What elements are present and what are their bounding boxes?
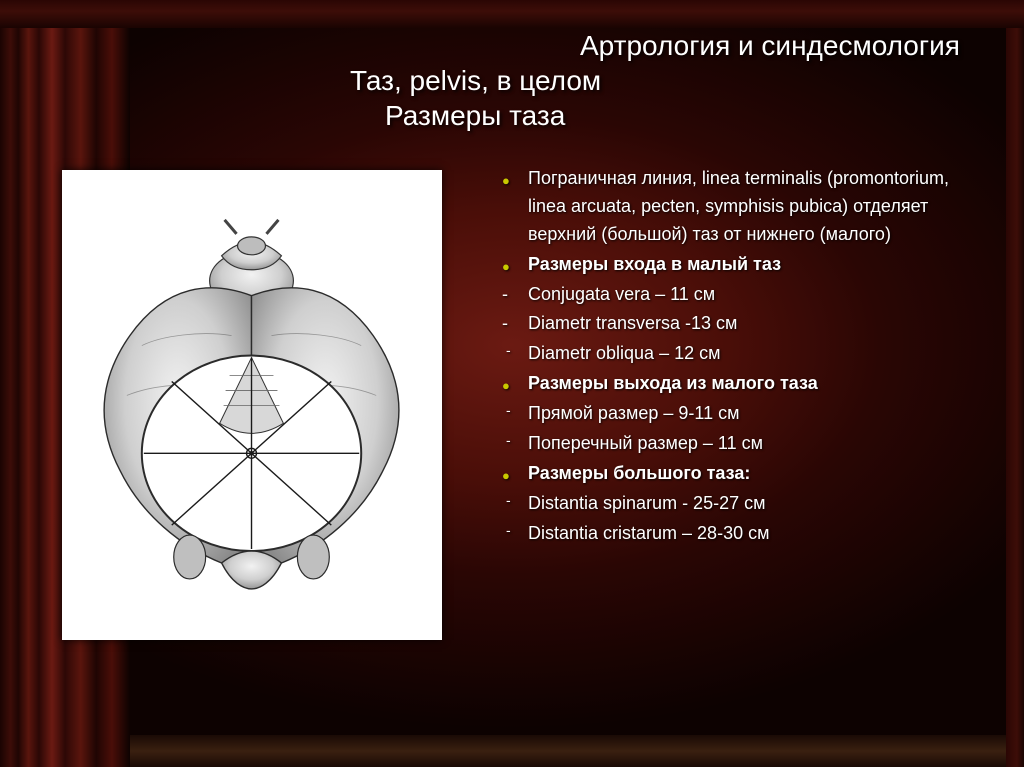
list-item: - Прямой размер – 9-11 см — [500, 400, 990, 428]
list-item: - Distantia cristarum – 28-30 см — [500, 520, 990, 548]
curtain-right — [1006, 0, 1024, 767]
list-item-text: Conjugata vera – 11 см — [528, 281, 990, 309]
list-item-text: Размеры входа в малый таз — [528, 251, 990, 279]
title-line-1: Артрология и синдесмология — [330, 28, 990, 63]
title-line-3: Размеры таза — [330, 98, 990, 133]
list-item-text: Размеры выхода из малого таза — [528, 370, 990, 398]
bullet-icon — [500, 370, 528, 398]
list-item: - Distantia spinarum - 25-27 см — [500, 490, 990, 518]
curtain-valance — [0, 0, 1024, 28]
list-item-text: Поперечный размер – 11 см — [528, 430, 990, 458]
list-item: Пограничная линия, linea terminalis (pro… — [500, 165, 990, 249]
dash-icon: - — [500, 281, 528, 309]
list-item: Размеры большого таза: — [500, 460, 990, 488]
list-item: Размеры выхода из малого таза — [500, 370, 990, 398]
list-item-text: Diametr obliqua – 12 см — [528, 340, 990, 368]
list-item: - Diametr obliqua – 12 см — [500, 340, 990, 368]
slide-stage: Артрология и синдесмология Таз, pelvis, … — [0, 0, 1024, 767]
list-item-text: Размеры большого таза: — [528, 460, 990, 488]
bullet-icon — [500, 460, 528, 488]
title-line-2: Таз, pelvis, в целом — [330, 63, 990, 98]
list-item-text: Diametr transversa -13 см — [528, 310, 990, 338]
dash-icon: - — [500, 490, 528, 512]
pelvis-figure — [62, 170, 442, 640]
content-list: Пограничная линия, linea terminalis (pro… — [500, 165, 990, 550]
list-item: - Diametr transversa -13 см — [500, 310, 990, 338]
dash-icon: - — [500, 340, 528, 362]
dash-icon: - — [500, 430, 528, 452]
list-item: - Conjugata vera – 11 см — [500, 281, 990, 309]
list-item-text: Distantia spinarum - 25-27 см — [528, 490, 990, 518]
list-item-text: Distantia cristarum – 28-30 см — [528, 520, 990, 548]
list-item: Размеры входа в малый таз — [500, 251, 990, 279]
pelvis-illustration-icon — [72, 186, 431, 625]
dash-icon: - — [500, 520, 528, 542]
list-item: - Поперечный размер – 11 см — [500, 430, 990, 458]
dash-icon: - — [500, 310, 528, 338]
list-item-text: Пограничная линия, linea terminalis (pro… — [528, 165, 990, 249]
bullet-icon — [500, 165, 528, 193]
stage-floor — [0, 735, 1024, 767]
list-item-text: Прямой размер – 9-11 см — [528, 400, 990, 428]
slide-title: Артрология и синдесмология Таз, pelvis, … — [330, 28, 990, 133]
dash-icon: - — [500, 400, 528, 422]
bullet-icon — [500, 251, 528, 279]
